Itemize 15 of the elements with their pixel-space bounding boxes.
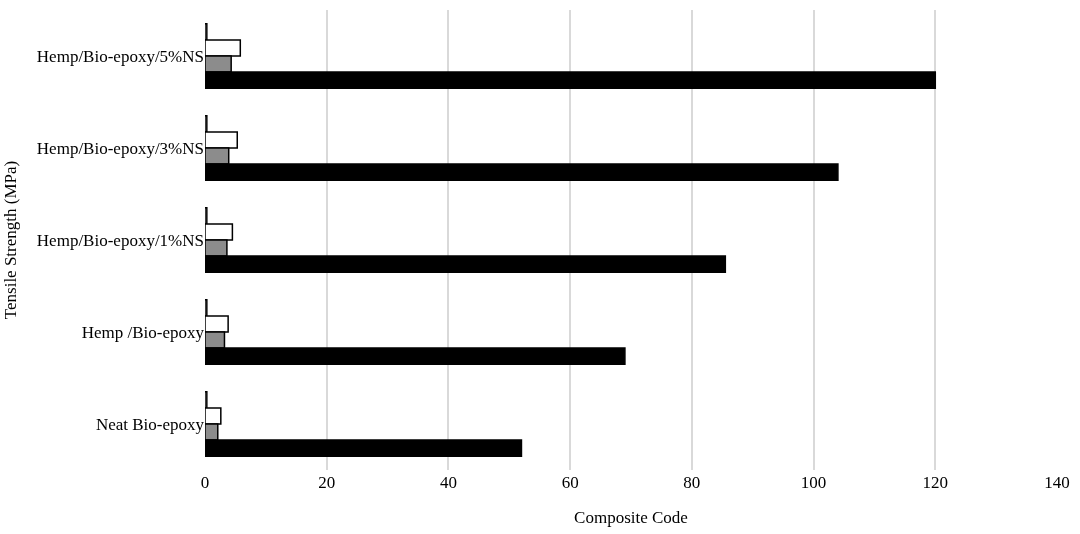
y-axis-title: Tensile Strength (MPa) [1, 160, 21, 320]
x-tick-label: 0 [200, 473, 210, 492]
x-tick-label: 40 [439, 473, 457, 492]
y-tick-label: Hemp/Bio-epoxy/3%NS [36, 138, 204, 158]
x-tick-label: 80 [683, 473, 701, 492]
x-tick-label: 100 [800, 473, 827, 492]
x-tick-label: 20 [318, 473, 336, 492]
x-axis-title: Composite Code [574, 508, 688, 528]
y-tick-label: Neat Bio-epoxy [95, 414, 205, 434]
y-tick-label: Hemp/Bio-epoxy/5%NS [36, 46, 204, 66]
y-tick-label: Hemp/Bio-epoxy/1%NS [36, 230, 204, 250]
x-tick-label: 120 [922, 473, 949, 492]
x-tick-label: 60 [561, 473, 579, 492]
y-tick-label: Hemp /Bio-epoxy [81, 322, 205, 342]
x-tick-label: 140 [1044, 473, 1070, 492]
